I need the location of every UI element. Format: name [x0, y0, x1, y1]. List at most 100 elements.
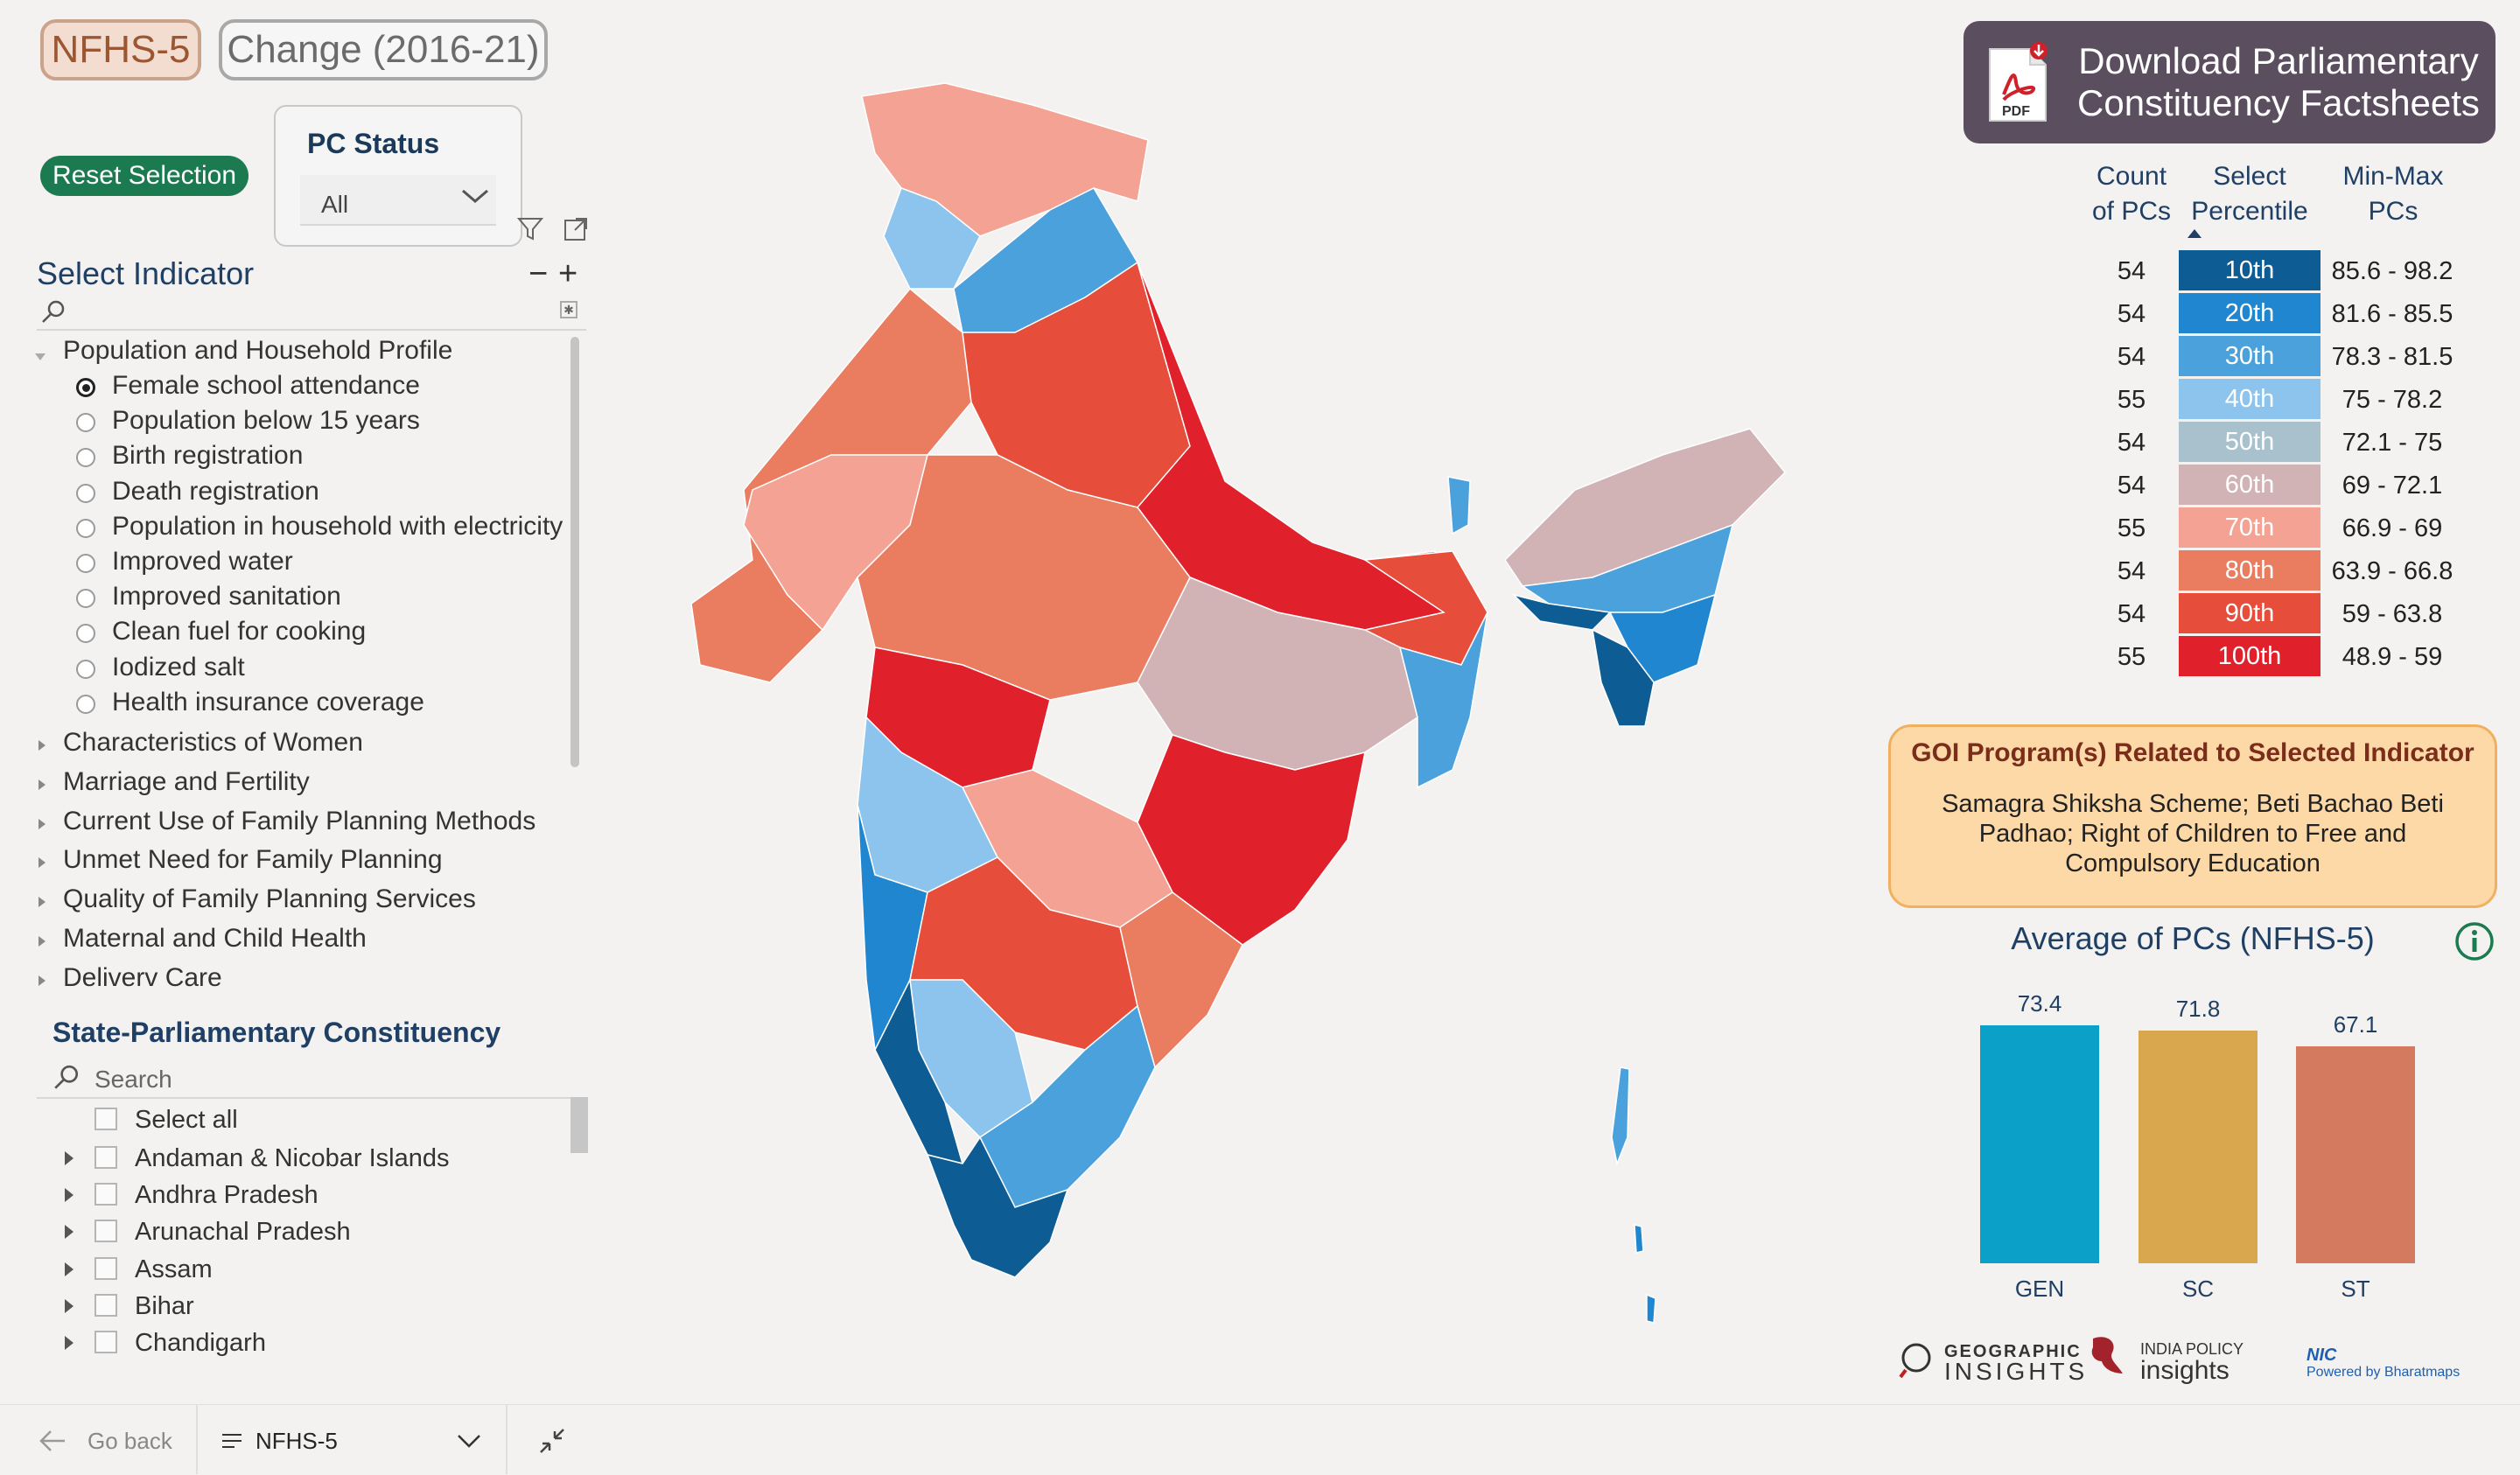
indicator-group[interactable]: Marriage and Fertility	[63, 766, 310, 796]
nfhs5-toggle-button[interactable]: NFHS-5	[40, 19, 201, 80]
expand-state-icon[interactable]	[65, 1188, 74, 1203]
percentile-button[interactable]: 10th	[2179, 250, 2320, 290]
select-percentile-header[interactable]: Select Percentile	[2191, 162, 2308, 226]
indicator-group[interactable]: Current Use of Family Planning Methods	[63, 806, 536, 835]
state-checkbox[interactable]	[94, 1256, 117, 1280]
percentile-button[interactable]: 50th	[2179, 422, 2320, 462]
expand-group-icon[interactable]	[38, 740, 46, 751]
focus-mode-icon[interactable]	[560, 213, 592, 245]
indicator-option-label[interactable]: Death registration	[112, 476, 319, 506]
bar-st[interactable]	[2296, 1046, 2415, 1263]
map-region-kerala-north[interactable]	[874, 977, 964, 1165]
bar-sc[interactable]	[2138, 1031, 2258, 1263]
percentile-button[interactable]: 40th	[2179, 379, 2320, 419]
search-icon[interactable]	[40, 299, 66, 325]
indicator-radio[interactable]	[76, 554, 95, 573]
expand-group-icon[interactable]	[38, 779, 46, 790]
indicator-radio[interactable]	[76, 378, 95, 397]
map-region-andaman[interactable]	[1611, 1066, 1630, 1166]
indicator-radio[interactable]	[76, 589, 95, 609]
indicator-group[interactable]: Characteristics of Women	[63, 728, 363, 757]
indicator-option-label[interactable]: Population below 15 years	[112, 406, 420, 436]
map-region-nicobar-south[interactable]	[1646, 1293, 1656, 1324]
sort-ascending-icon[interactable]	[2188, 229, 2202, 238]
search-icon[interactable]	[52, 1064, 80, 1092]
percentile-button[interactable]: 20th	[2179, 293, 2320, 333]
state-checkbox[interactable]	[94, 1220, 117, 1243]
map-region-meghalaya[interactable]	[1511, 593, 1612, 631]
filter-icon[interactable]	[514, 213, 546, 245]
map-region-sikkim[interactable]	[1447, 476, 1471, 535]
expand-state-icon[interactable]	[65, 1298, 74, 1313]
indicator-radio[interactable]	[76, 483, 95, 503]
bottom-navigation-bar	[0, 1404, 2520, 1475]
state-checkbox[interactable]	[94, 1183, 117, 1206]
indicator-radio[interactable]	[76, 659, 95, 679]
indicator-option-label[interactable]: Female school attendance	[112, 371, 420, 400]
collapse-group-icon[interactable]	[35, 353, 46, 360]
indicator-group[interactable]: Unmet Need for Family Planning	[63, 845, 443, 875]
go-back-button[interactable]: Go back	[88, 1428, 172, 1454]
page-list-icon[interactable]	[220, 1431, 243, 1451]
indicator-scrollbar[interactable]	[570, 337, 579, 767]
state-checkbox[interactable]	[94, 1293, 117, 1317]
indicator-group[interactable]: Quality of Family Planning Services	[63, 884, 476, 914]
collapse-window-icon[interactable]	[536, 1424, 569, 1458]
percentile-button[interactable]: 60th	[2179, 465, 2320, 505]
expand-state-icon[interactable]	[65, 1262, 74, 1276]
india-pc-choropleth-map[interactable]	[682, 79, 1811, 1347]
percentile-button[interactable]: 70th	[2179, 507, 2320, 548]
indicator-option-label[interactable]: Clean fuel for cooking	[112, 617, 367, 647]
info-icon[interactable]	[2454, 920, 2496, 962]
pc-status-slicer: PC Status All	[274, 105, 522, 247]
pc-status-dropdown[interactable]	[300, 175, 496, 226]
indicator-radio[interactable]	[76, 694, 95, 714]
indicator-option-label[interactable]: Population in household with electricity	[112, 511, 564, 541]
clear-selection-icon[interactable]: ✱	[560, 301, 578, 318]
percentile-range: 81.6 - 85.5	[2331, 300, 2454, 328]
expand-group-icon[interactable]	[38, 975, 46, 986]
expand-state-icon[interactable]	[65, 1225, 74, 1240]
indicator-group[interactable]: Maternal and Child Health	[63, 924, 367, 953]
chevron-down-icon[interactable]	[459, 185, 491, 206]
reset-selection-button[interactable]: Reset Selection	[40, 156, 248, 196]
percentile-button[interactable]: 30th	[2179, 336, 2320, 376]
page-selector[interactable]: NFHS-5	[256, 1428, 338, 1454]
indicator-radio[interactable]	[76, 518, 95, 538]
change-toggle-button[interactable]: Change (2016-21)	[219, 19, 548, 80]
state-checkbox[interactable]	[94, 1146, 117, 1169]
map-region-wb[interactable]	[1398, 612, 1488, 789]
select-all-checkbox[interactable]	[94, 1108, 117, 1130]
state-list-scrollbar[interactable]	[570, 1097, 588, 1153]
download-factsheets-button[interactable]: PDF Download Parliamentary Constituency …	[1964, 21, 2496, 143]
indicator-option-label[interactable]: Iodized salt	[112, 652, 245, 682]
indicator-radio[interactable]	[76, 413, 95, 433]
indicator-option-label[interactable]: Health insurance coverage	[112, 687, 424, 717]
expand-state-icon[interactable]	[65, 1151, 74, 1165]
chevron-down-icon[interactable]	[455, 1431, 483, 1451]
back-arrow-icon[interactable]	[37, 1428, 68, 1454]
percentile-button[interactable]: 80th	[2179, 550, 2320, 591]
map-region-tamilnadu-south[interactable]	[926, 1136, 1069, 1278]
map-region-mizoram-tripura[interactable]	[1592, 628, 1655, 727]
indicator-radio[interactable]	[76, 448, 95, 468]
percentile-button[interactable]: 100th	[2179, 636, 2320, 676]
percentile-button[interactable]: 90th	[2179, 593, 2320, 633]
expand-all-button[interactable]: +	[558, 255, 578, 292]
expand-state-icon[interactable]	[65, 1336, 74, 1350]
indicator-option-label[interactable]: Birth registration	[112, 441, 304, 471]
bar-gen[interactable]	[1980, 1025, 2099, 1263]
state-search-input[interactable]: Search	[94, 1066, 172, 1093]
expand-group-icon[interactable]	[38, 818, 46, 829]
indicator-radio[interactable]	[76, 624, 95, 644]
map-region-nicobar[interactable]	[1634, 1224, 1644, 1254]
indicator-group-population-household[interactable]: Population and Household Profile	[63, 336, 453, 365]
expand-group-icon[interactable]	[38, 936, 46, 947]
expand-group-icon[interactable]	[38, 857, 46, 869]
state-checkbox[interactable]	[94, 1331, 117, 1353]
indicator-option-label[interactable]: Improved water	[112, 547, 293, 576]
indicator-option-label[interactable]: Improved sanitation	[112, 582, 341, 612]
collapse-all-button[interactable]: −	[528, 255, 549, 292]
expand-group-icon[interactable]	[38, 897, 46, 908]
indicator-group[interactable]: Deliverv Care	[63, 962, 222, 992]
